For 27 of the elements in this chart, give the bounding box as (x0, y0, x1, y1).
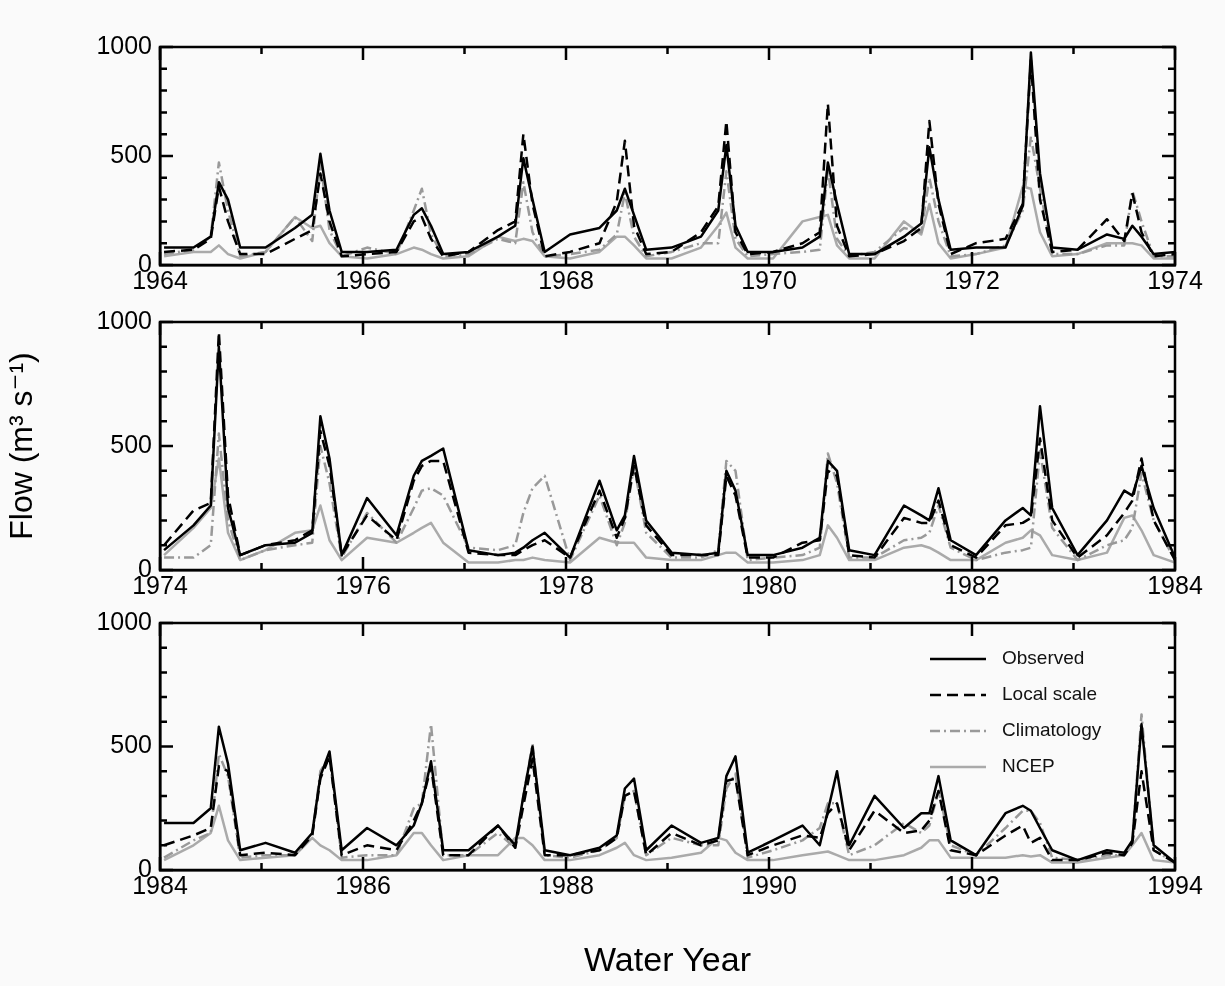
y-tick-label: 1000 (96, 30, 152, 59)
y-tick-label: 500 (110, 139, 152, 168)
x-tick-label: 1992 (944, 870, 1000, 899)
y-tick-label: 500 (110, 429, 152, 458)
x-tick-label: 1990 (741, 870, 797, 899)
x-tick-label: 1984 (1147, 570, 1203, 599)
y-axis-title: Flow (m³ s⁻¹) (3, 352, 40, 540)
x-tick-label: 1974 (1147, 265, 1203, 294)
legend-label: Observed (1002, 647, 1085, 669)
y-tick-label: 1000 (96, 305, 152, 334)
x-tick-label: 1994 (1147, 870, 1203, 899)
x-tick-label: 1980 (741, 570, 797, 599)
legend-label: Local scale (1002, 683, 1098, 705)
x-tick-label: 1966 (335, 265, 391, 294)
x-tick-label: 1978 (538, 570, 594, 599)
x-tick-label: 1982 (944, 570, 1000, 599)
y-tick-label: 500 (110, 730, 152, 759)
x-axis-title: Water Year (584, 939, 751, 978)
legend-label: NCEP (1002, 755, 1055, 777)
x-tick-label: 1988 (538, 870, 594, 899)
x-tick-label: 1976 (335, 570, 391, 599)
x-tick-label: 1968 (538, 265, 594, 294)
x-tick-label: 1986 (335, 870, 391, 899)
x-tick-label: 1970 (741, 265, 797, 294)
legend-label: Climatology (1002, 719, 1102, 741)
x-tick-label: 1972 (944, 265, 1000, 294)
y-tick-label: 1000 (96, 606, 152, 635)
